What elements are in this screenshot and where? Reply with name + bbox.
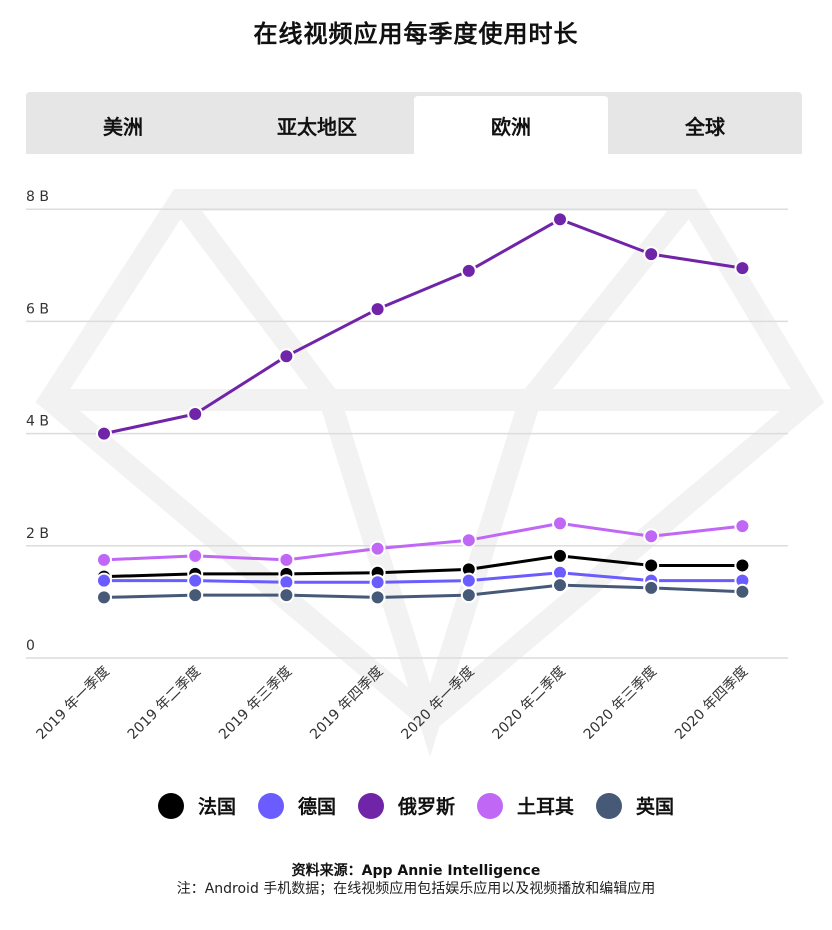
data-point[interactable] bbox=[187, 405, 204, 422]
x-tick-label: 2019 年二季度 bbox=[125, 664, 204, 743]
data-point[interactable] bbox=[187, 587, 204, 604]
y-tick-label: 2 B bbox=[26, 526, 49, 542]
data-point[interactable] bbox=[278, 348, 295, 365]
x-tick-label: 2020 年三季度 bbox=[581, 664, 660, 743]
legend-label-russia: 俄罗斯 bbox=[397, 796, 455, 818]
legend-label-turkey: 土耳其 bbox=[517, 796, 575, 818]
legend-item-france[interactable]: 法国 bbox=[157, 792, 236, 819]
data-point[interactable] bbox=[460, 262, 477, 279]
data-point[interactable] bbox=[369, 540, 386, 557]
y-tick-label: 8 B bbox=[26, 189, 49, 205]
data-point[interactable] bbox=[734, 557, 751, 574]
x-tick-label: 2019 年四季度 bbox=[307, 664, 386, 743]
data-point[interactable] bbox=[734, 583, 751, 600]
legend-swatch-france bbox=[157, 792, 184, 819]
legend-swatch-germany bbox=[257, 792, 284, 819]
legend-swatch-russia bbox=[357, 792, 384, 819]
data-point[interactable] bbox=[460, 572, 477, 589]
chart-title: 在线视频应用每季度使用时长 bbox=[253, 20, 579, 48]
data-point[interactable] bbox=[552, 547, 568, 564]
x-tick-label: 2020 年四季度 bbox=[672, 664, 751, 743]
series-line bbox=[103, 583, 743, 599]
legend-item-turkey[interactable]: 土耳其 bbox=[477, 792, 574, 819]
data-point[interactable] bbox=[460, 532, 477, 549]
series-line bbox=[103, 521, 743, 562]
series-line bbox=[103, 554, 743, 579]
data-point[interactable] bbox=[278, 574, 295, 591]
data-point[interactable] bbox=[643, 557, 660, 574]
tab-global[interactable]: 全球 bbox=[685, 114, 725, 139]
data-point[interactable] bbox=[369, 301, 386, 318]
data-point[interactable] bbox=[643, 579, 660, 596]
series-line bbox=[104, 571, 743, 584]
legend-swatch-uk bbox=[596, 792, 623, 819]
data-point[interactable] bbox=[96, 572, 112, 589]
legend-label-germany: 德国 bbox=[297, 796, 336, 818]
data-point[interactable] bbox=[369, 574, 386, 591]
data-point[interactable] bbox=[734, 518, 751, 535]
data-point[interactable] bbox=[278, 551, 295, 568]
x-tick-label: 2019 年一季度 bbox=[34, 664, 113, 743]
tab-americas[interactable]: 美洲 bbox=[103, 114, 143, 139]
legend-swatch-turkey bbox=[477, 792, 503, 819]
data-point[interactable] bbox=[369, 589, 386, 606]
region-tabs: 美洲 亚太地区 欧洲 全球 bbox=[26, 92, 802, 154]
data-point[interactable] bbox=[643, 246, 660, 263]
data-point[interactable] bbox=[96, 425, 112, 442]
line-chart: 0 2 B 4 B 6 B 8 B 2019 年一季度 2019 年二季度 2019 年三季… bbox=[26, 189, 825, 757]
data-point[interactable] bbox=[187, 547, 204, 564]
watermark-diamond-icon bbox=[35, 189, 825, 757]
tab-asia-pacific[interactable]: 亚太地区 bbox=[277, 114, 357, 139]
footnote-text: 注：Android 手机数据；在线视频应用包括娱乐应用以及视频播放和编辑应用 bbox=[176, 881, 656, 897]
data-point[interactable] bbox=[96, 589, 112, 606]
legend-label-uk: 英国 bbox=[636, 796, 675, 818]
x-tick-label: 2020 年二季度 bbox=[490, 664, 569, 743]
legend-label-france: 法国 bbox=[197, 796, 236, 818]
source-text: 资料来源：App Annie Intelligence bbox=[291, 863, 541, 879]
legend-item-uk[interactable]: 英国 bbox=[596, 792, 674, 819]
x-tick-label: 2019 年三季度 bbox=[216, 664, 295, 743]
data-point[interactable] bbox=[96, 551, 112, 568]
tab-europe[interactable]: 欧洲 bbox=[414, 96, 608, 154]
y-tick-label: 4 B bbox=[26, 414, 49, 430]
data-point[interactable] bbox=[643, 528, 660, 545]
legend-item-germany[interactable]: 德国 bbox=[257, 792, 336, 819]
data-point[interactable] bbox=[187, 572, 204, 589]
data-point[interactable] bbox=[460, 587, 477, 604]
legend: 法国 德国 俄罗斯 土耳其 英国 bbox=[0, 792, 832, 819]
data-point[interactable] bbox=[552, 577, 568, 594]
data-point[interactable] bbox=[734, 260, 751, 277]
legend-item-russia[interactable]: 俄罗斯 bbox=[357, 792, 455, 819]
y-tick-label: 0 bbox=[26, 638, 35, 654]
data-point[interactable] bbox=[552, 211, 568, 228]
y-tick-label: 6 B bbox=[26, 301, 49, 317]
series-line bbox=[103, 217, 743, 436]
data-point[interactable] bbox=[278, 587, 295, 604]
data-point[interactable] bbox=[552, 515, 568, 532]
